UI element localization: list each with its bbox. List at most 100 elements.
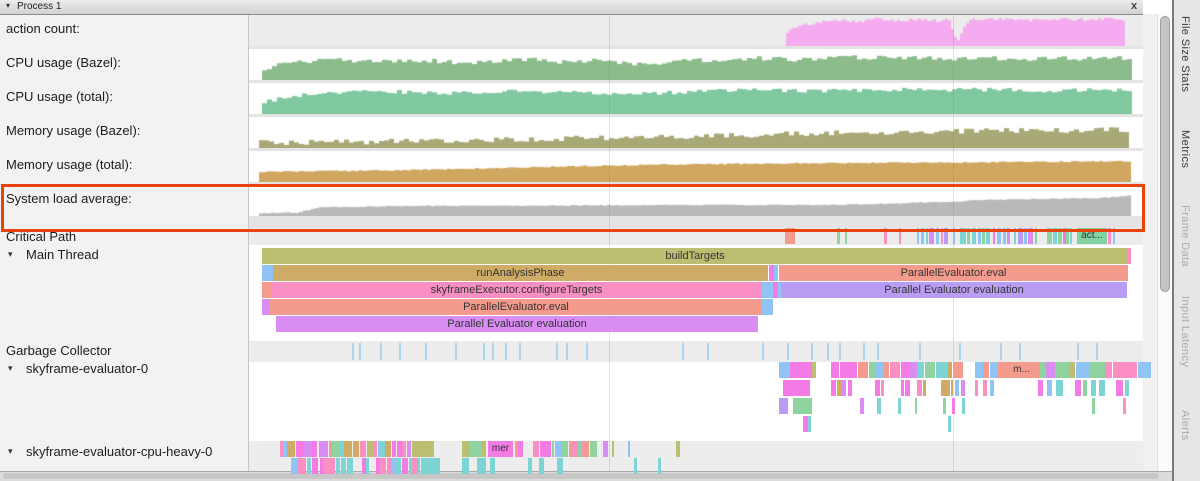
cpu-heavy-slice: [552, 441, 554, 457]
track-label-main-thread[interactable]: ▾ Main Thread: [0, 247, 240, 263]
gc-tick: [707, 343, 709, 360]
evaluator0-slice: [905, 380, 910, 396]
gc-tick: [787, 343, 789, 360]
track-label-skyframe-evaluator-cpu-heavy-0[interactable]: ▾ skyframe-evaluator-cpu-heavy-0: [0, 444, 240, 460]
slice-mer[interactable]: mer: [488, 441, 513, 457]
slice-parallelevaluator-eval[interactable]: ParallelEvaluator.eval: [779, 265, 1128, 281]
slice-skyframeexecutor-configuretargets[interactable]: skyframeExecutor.configureTargets: [271, 282, 762, 298]
cpu-heavy-slice: [426, 458, 430, 474]
critical-path-track-bg[interactable]: [249, 228, 1143, 245]
tab-frame-data[interactable]: Frame Data: [1179, 205, 1191, 268]
evaluator0-slice: [990, 362, 998, 378]
evaluator0-slice: [1089, 362, 1105, 378]
slice-fragment: [262, 299, 270, 315]
evaluator0-slice: [941, 362, 948, 378]
collapse-icon[interactable]: ▾: [8, 249, 13, 259]
close-icon[interactable]: x: [1131, 0, 1138, 12]
collapse-icon[interactable]: ▾: [8, 363, 13, 373]
gc-tick: [505, 343, 507, 360]
cpu-heavy-slice: [594, 441, 597, 457]
critical-path-tick: [1024, 228, 1027, 244]
critical-path-tick: [978, 228, 981, 244]
evaluator0-slice: [1105, 362, 1112, 378]
evaluator0-slice: [848, 380, 852, 396]
cpu-heavy-slice: [301, 458, 306, 474]
evaluator0-slice: [983, 380, 987, 396]
evaluator0-slice: [877, 398, 881, 414]
critical-path-tick: [899, 228, 901, 244]
evaluator0-slice: [1075, 380, 1081, 396]
evaluator0-slice: [1116, 380, 1123, 396]
slice-act[interactable]: act...: [1077, 228, 1107, 244]
gc-track-bg[interactable]: [249, 341, 1143, 362]
process-expander-icon[interactable]: ▾: [6, 1, 11, 10]
counter-chart-memory-usage-bazel: [257, 117, 1143, 148]
evaluator0-slice: [1099, 380, 1105, 396]
evaluator0-slice: [779, 362, 790, 378]
cpu-heavy-slice: [490, 458, 495, 474]
cpu-heavy-slice: [430, 458, 433, 474]
critical-path-tick: [967, 228, 970, 244]
cpu-heavy-slice: [341, 458, 344, 474]
evaluator0-slice: [849, 362, 857, 378]
gc-tick: [399, 343, 401, 360]
tab-file-size-stats[interactable]: File Size Stats: [1179, 16, 1191, 93]
slice-m[interactable]: m...: [1003, 362, 1040, 378]
cpu-heavy-slice: [307, 458, 311, 474]
critical-path-tick: [982, 228, 985, 244]
evaluator0-slice: [1040, 362, 1046, 378]
slice-fragment: [1128, 248, 1131, 264]
slice-buildtargets[interactable]: buildTargets: [262, 248, 1128, 264]
process-header: ▾ Process 1 x: [0, 0, 1143, 15]
counter-label-cpu-usage-total: CPU usage (total):: [6, 89, 113, 104]
process-title: Process 1: [17, 1, 62, 12]
cpu-heavy-slice: [540, 441, 547, 457]
evaluator0-slice: [1069, 362, 1075, 378]
cpu-heavy-slice: [462, 441, 470, 457]
evaluator0-slice: [779, 398, 788, 414]
gc-tick: [1077, 343, 1079, 360]
cpu-heavy-slice: [287, 441, 295, 457]
track-label-text: skyframe-evaluator-cpu-heavy-0: [26, 444, 213, 459]
counter-chart-cpu-usage-bazel: [257, 49, 1143, 80]
evaluator0-slice: [909, 362, 917, 378]
critical-path-tick: [1113, 228, 1115, 244]
cpu-heavy-slice: [628, 441, 630, 457]
cpu-heavy-slice: [283, 441, 287, 457]
counter-label-memory-usage-bazel: Memory usage (Bazel):: [6, 123, 141, 138]
evaluator0-slice: [962, 398, 965, 414]
evaluator0-slice: [917, 362, 924, 378]
tab-input-latency[interactable]: Input Latency: [1179, 296, 1191, 368]
evaluator0-slice: [1056, 380, 1063, 396]
gc-tick: [380, 343, 382, 360]
vertical-scrollbar-thumb[interactable]: [1160, 16, 1170, 292]
slice-runanalysisphase[interactable]: runAnalysisPhase: [273, 265, 768, 281]
gc-tick: [811, 343, 813, 360]
cpu-heavy-slice: [332, 441, 340, 457]
slice-parallel-evaluator-evaluation[interactable]: Parallel Evaluator evaluation: [781, 282, 1127, 298]
evaluator0-slice: [990, 380, 994, 396]
tab-alerts[interactable]: Alerts: [1179, 410, 1191, 441]
cpu-heavy-slice: [590, 441, 594, 457]
counter-chart-memory-usage-total: [257, 151, 1143, 182]
collapse-icon[interactable]: ▾: [8, 446, 13, 456]
cpu-heavy-slice: [367, 441, 373, 457]
cpu-heavy-slice: [515, 441, 518, 457]
evaluator0-slice: [808, 416, 811, 432]
horizontal-scrollbar-thumb[interactable]: [3, 473, 1159, 479]
gc-tick: [586, 343, 588, 360]
track-label-skyframe-evaluator-0[interactable]: ▾ skyframe-evaluator-0: [0, 361, 240, 377]
evaluator0-slice: [948, 362, 952, 378]
evaluator0-slice: [840, 362, 849, 378]
evaluator0-slice: [961, 380, 965, 396]
cpu-heavy-slice: [392, 441, 396, 457]
cpu-heavy-slice: [344, 458, 346, 474]
tab-metrics[interactable]: Metrics: [1179, 130, 1191, 169]
cpu-heavy-slice: [380, 458, 386, 474]
slice-parallel-evaluator-evaluation[interactable]: Parallel Evaluator evaluation: [276, 316, 758, 332]
cpu-heavy-slice: [418, 458, 420, 474]
slice-parallelevaluator-eval[interactable]: ParallelEvaluator.eval: [270, 299, 762, 315]
cpu-heavy-slice: [402, 458, 408, 474]
counter-chart-cpu-usage-total: [257, 83, 1143, 114]
cpu-heavy-slice: [582, 441, 584, 457]
